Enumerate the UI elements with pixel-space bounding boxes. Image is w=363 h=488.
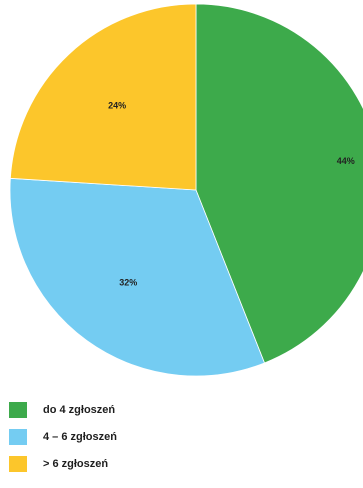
legend-swatch-over-6 [9, 456, 27, 472]
pie-value-label-over-6: 24% [108, 100, 126, 110]
legend-label-4-6: 4 – 6 zgłoszeń [43, 431, 117, 443]
legend-label-over-6: > 6 zgłoszeń [43, 458, 109, 470]
legend-item-over-6: > 6 zgłoszeń [9, 454, 309, 474]
pie-value-label-do-4: 44% [337, 156, 355, 166]
pie-slice-4-6 [9, 177, 265, 377]
pie-chart: 44% 32% 24% [9, 3, 363, 377]
legend-label-do-4: do 4 zgłoszeń [43, 404, 116, 416]
legend-swatch-do-4 [9, 402, 27, 418]
legend-swatch-4-6 [9, 429, 27, 445]
legend-item-do-4: do 4 zgłoszeń [9, 400, 309, 420]
legend-item-4-6: 4 – 6 zgłoszeń [9, 427, 309, 447]
pie-slice-do-4 [195, 3, 363, 364]
pie-value-label-4-6: 32% [119, 278, 137, 288]
pie-slice-over-6 [9, 3, 197, 191]
legend: do 4 zgłoszeń 4 – 6 zgłoszeń > 6 zgłosze… [9, 400, 309, 481]
pie-slices [9, 3, 363, 377]
pie-value-labels: 44% 32% 24% [108, 100, 355, 287]
